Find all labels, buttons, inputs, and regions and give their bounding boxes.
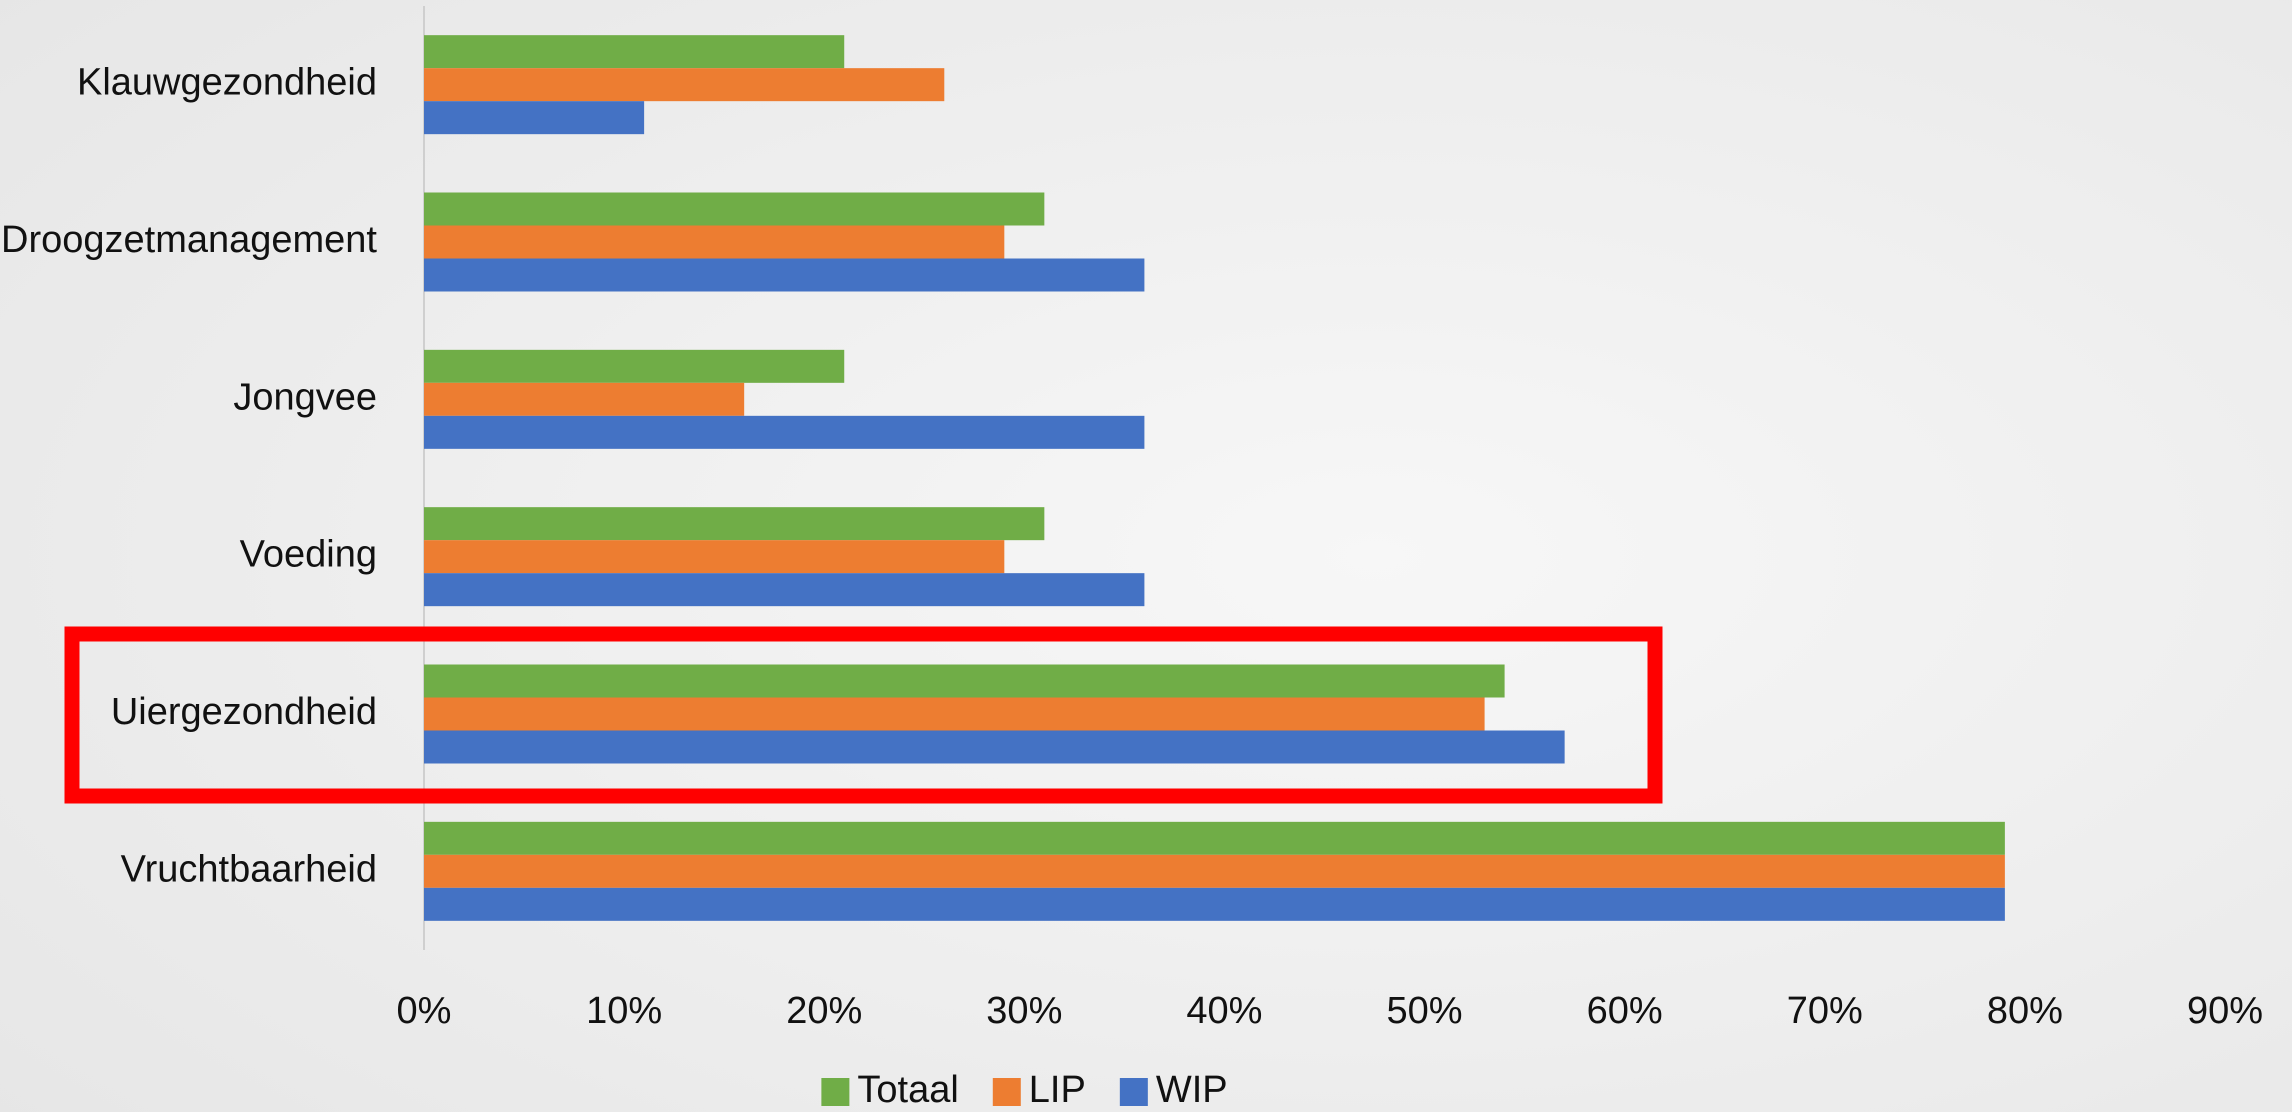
bar: [424, 225, 1005, 259]
bar: [424, 664, 1505, 698]
bar: [424, 730, 1565, 764]
bar: [424, 382, 745, 416]
legend-label: WIP: [1156, 1069, 1228, 1111]
bar: [424, 35, 845, 69]
x-tick-label: 50%: [1387, 990, 1463, 1032]
legend-label: Totaal: [857, 1069, 958, 1111]
y-tick-label: Vruchtbaarheid: [121, 848, 377, 890]
y-tick-label: Jongvee: [233, 376, 377, 418]
x-tick-label: 30%: [986, 990, 1062, 1032]
bar: [424, 68, 945, 102]
legend-swatch: [992, 1078, 1021, 1106]
bar: [424, 887, 2005, 921]
bar: [424, 192, 1045, 226]
bar: [424, 854, 2005, 888]
bar: [424, 349, 845, 383]
x-tick-label: 70%: [1787, 990, 1863, 1032]
x-tick-label: 20%: [786, 990, 862, 1032]
legend-swatch: [1119, 1078, 1148, 1106]
bar: [424, 540, 1005, 574]
bar: [424, 573, 1145, 607]
x-tick-label: 90%: [2187, 990, 2263, 1032]
y-tick-label: Droogzetmanagement: [1, 219, 377, 261]
bar: [424, 101, 645, 135]
x-tick-label: 60%: [1587, 990, 1663, 1032]
x-tick-label: 40%: [1186, 990, 1262, 1032]
y-tick-label: Klauwgezondheid: [77, 62, 377, 104]
legend-swatch: [821, 1078, 850, 1106]
y-tick-label: Voeding: [240, 534, 377, 576]
y-tick-label: Uiergezondheid: [111, 691, 377, 733]
bar: [424, 697, 1485, 731]
bar: [424, 258, 1145, 292]
x-tick-label: 80%: [1987, 990, 2063, 1032]
bar: [424, 507, 1045, 541]
highlight-box: [64, 626, 1663, 804]
bar: [424, 821, 2005, 855]
legend-label: LIP: [1029, 1069, 1086, 1111]
bar: [424, 415, 1145, 449]
x-tick-label: 0%: [397, 990, 452, 1032]
x-tick-label: 10%: [586, 990, 662, 1032]
